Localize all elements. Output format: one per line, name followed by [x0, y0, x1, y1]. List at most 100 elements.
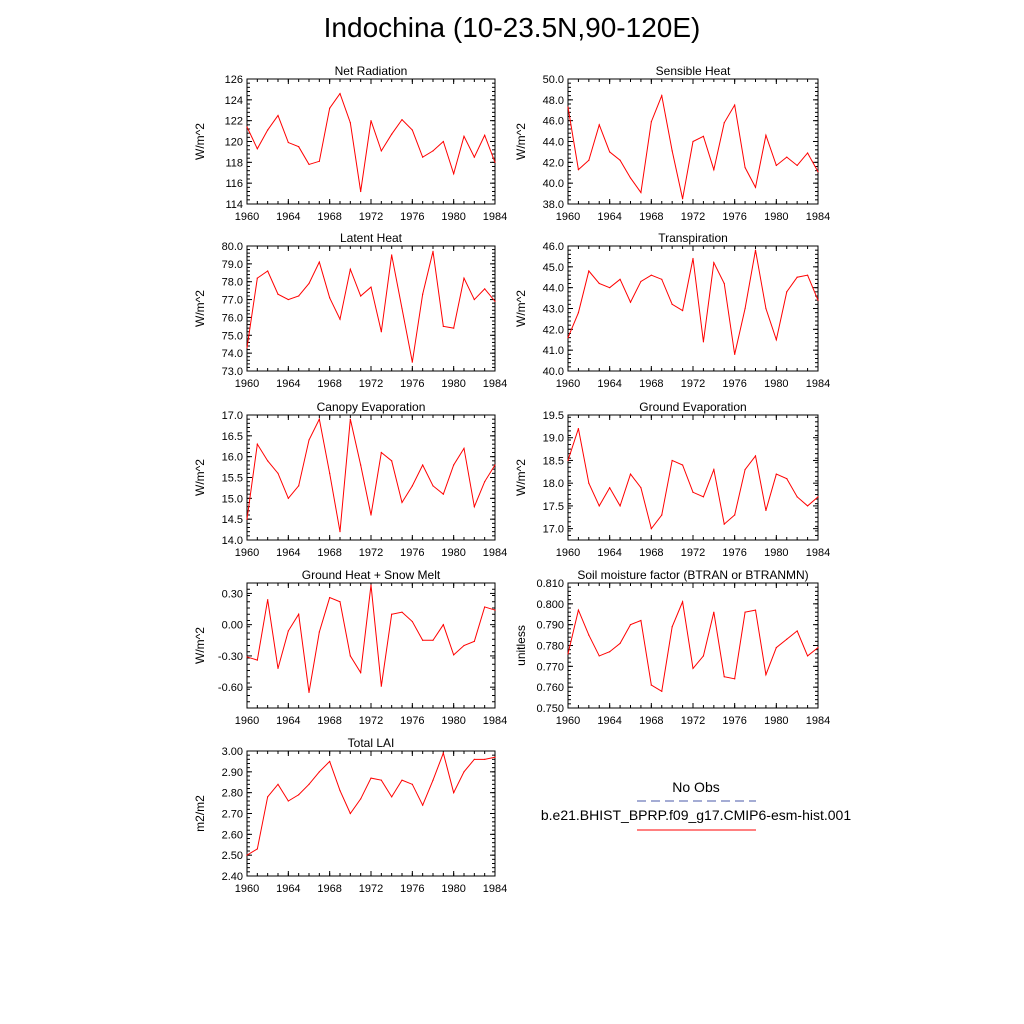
- data-point: [629, 177, 632, 179]
- y-tick-label: 48.0: [543, 95, 564, 107]
- series-line: [567, 250, 819, 355]
- y-tick-label: 44.0: [543, 137, 564, 149]
- data-point: [422, 156, 424, 158]
- y-tick-label: 17.0: [222, 410, 243, 422]
- x-tick-label: 1976: [722, 715, 746, 727]
- y-tick-label: 77.0: [222, 295, 243, 307]
- data-point: [713, 262, 715, 264]
- x-tick-label: 1980: [441, 211, 465, 223]
- x-tick-label: 1984: [806, 547, 830, 559]
- panel-6: Ground Evaporation 17.0 17.5 18.0 18.5 19.0 19…: [514, 400, 830, 559]
- series-line: [246, 251, 496, 363]
- data-point: [380, 779, 382, 781]
- data-point: [692, 140, 694, 143]
- data-point: [494, 609, 496, 611]
- x-tick-label: 1968: [639, 211, 663, 223]
- data-point: [287, 497, 289, 499]
- data-point: [734, 514, 736, 516]
- data-point: [298, 295, 300, 297]
- y-tick-label: 116: [225, 178, 243, 190]
- x-tick-label: 1968: [317, 715, 341, 727]
- x-tick-label: 1972: [359, 547, 383, 559]
- y-tick-label: -0.60: [218, 682, 243, 694]
- y-tick-label: 2.80: [222, 788, 243, 800]
- data-point: [734, 353, 736, 355]
- data-point: [349, 268, 351, 270]
- data-point: [775, 646, 777, 649]
- data-point: [692, 257, 694, 260]
- data-point: [796, 276, 798, 278]
- data-point: [277, 783, 279, 785]
- x-tick-label: 1972: [359, 378, 383, 390]
- data-point: [308, 163, 310, 166]
- data-point: [339, 318, 341, 320]
- data-point: [246, 854, 248, 856]
- data-point: [329, 107, 331, 109]
- data-point: [380, 685, 382, 687]
- x-tick-label: 1976: [400, 883, 424, 895]
- y-tick-label: 0.750: [536, 703, 564, 715]
- data-point: [308, 783, 310, 785]
- data-point: [442, 493, 444, 495]
- y-tick-label: 124: [225, 95, 243, 107]
- data-point: [744, 166, 746, 169]
- data-point: [640, 280, 642, 283]
- data-point: [360, 671, 362, 674]
- data-point: [370, 777, 372, 779]
- data-point: [577, 312, 580, 314]
- x-tick-label: 1976: [722, 211, 746, 223]
- x-tick-label: 1964: [276, 211, 300, 223]
- data-point: [401, 779, 403, 781]
- data-point: [775, 473, 777, 475]
- data-point: [609, 487, 611, 489]
- y-axis-label: m2/m2: [193, 795, 207, 832]
- data-point: [806, 152, 809, 154]
- y-tick-label: 40.0: [543, 366, 564, 378]
- y-tick-label: 18.5: [543, 455, 564, 467]
- data-point: [463, 771, 465, 773]
- x-tick-label: 1980: [764, 547, 788, 559]
- data-point: [473, 506, 475, 508]
- x-tick-label: 1980: [764, 715, 788, 727]
- data-point: [298, 146, 300, 148]
- data-point: [786, 156, 788, 158]
- data-point: [598, 282, 600, 285]
- series-line: [246, 585, 496, 693]
- y-tick-label: 0.810: [536, 578, 564, 590]
- data-point: [277, 114, 279, 117]
- series-line: [567, 428, 819, 530]
- data-point: [744, 468, 746, 471]
- data-point: [473, 298, 475, 301]
- y-axis-label: W/m^2: [514, 123, 528, 160]
- data-point: [360, 464, 362, 466]
- data-point: [370, 120, 372, 122]
- x-tick-label: 1972: [681, 378, 705, 390]
- x-tick-label: 1964: [597, 378, 621, 390]
- data-point: [786, 291, 788, 293]
- y-tick-label: 80.0: [222, 241, 243, 253]
- y-tick-label: 74.0: [222, 348, 243, 360]
- y-tick-label: 46.0: [543, 116, 564, 128]
- data-point: [391, 613, 393, 615]
- data-point: [723, 676, 725, 678]
- data-point: [287, 800, 289, 802]
- data-point: [577, 609, 580, 611]
- data-point: [308, 691, 310, 693]
- y-tick-label: 46.0: [543, 241, 564, 253]
- x-tick-label: 1984: [806, 378, 830, 390]
- plot-frame: [567, 582, 819, 709]
- data-point: [671, 150, 673, 152]
- x-tick-label: 1980: [441, 547, 465, 559]
- data-point: [567, 459, 569, 462]
- data-point: [806, 655, 809, 657]
- panel-2: Sensible Heat 38.0 40.0 42.0 44.0 46.0 48.0 50.…: [514, 64, 830, 223]
- x-tick-label: 1964: [276, 547, 300, 559]
- y-tick-label: 44.0: [543, 283, 564, 295]
- data-point: [588, 159, 590, 161]
- data-point: [713, 468, 715, 471]
- y-tick-label: 42.0: [543, 157, 564, 169]
- data-point: [411, 485, 413, 487]
- data-point: [256, 148, 258, 150]
- y-tick-label: 0.770: [536, 661, 564, 673]
- data-point: [370, 584, 372, 586]
